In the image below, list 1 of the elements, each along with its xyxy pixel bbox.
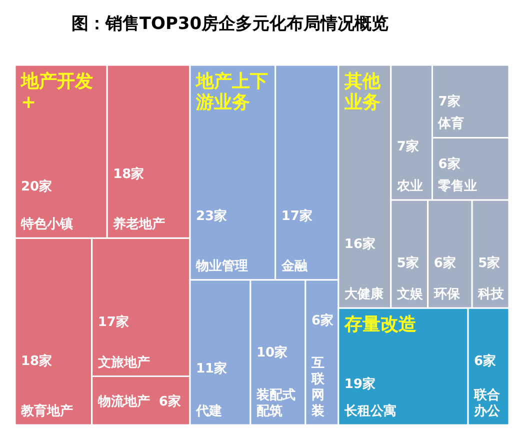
title: 图：销售TOP30房企多元化布局情况概览 xyxy=(71,14,389,34)
